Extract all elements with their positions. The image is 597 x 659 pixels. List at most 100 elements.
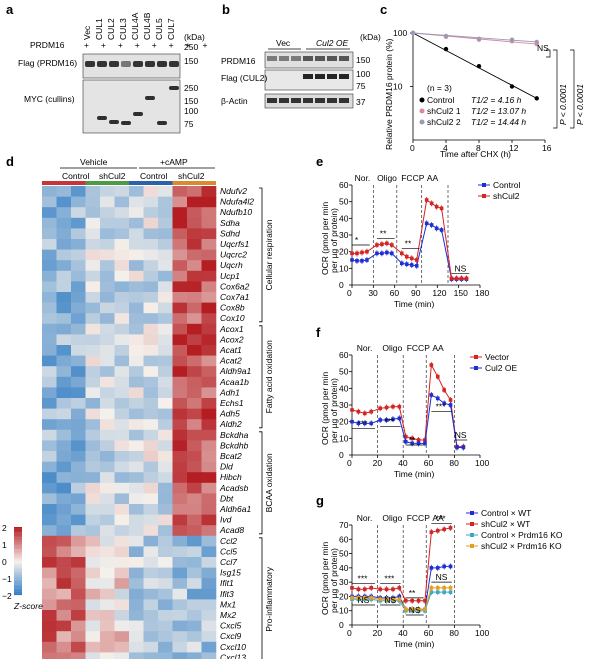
heatmap-cell — [158, 588, 173, 600]
heatmap-cell — [158, 270, 173, 282]
heatmap-cell — [129, 398, 144, 409]
heatmap-cell — [114, 376, 130, 388]
heatmap-cell — [158, 334, 173, 346]
heatmap-cell — [187, 557, 202, 568]
heatmap-cell — [143, 610, 159, 621]
panel-label-g: g — [316, 493, 324, 508]
gene-label: Ccl2 — [220, 536, 237, 546]
heatmap-cell — [143, 281, 159, 293]
heatmap-cell — [172, 461, 188, 473]
data-point — [410, 607, 414, 612]
heatmap-cell — [187, 270, 202, 282]
heatmap-cell — [158, 292, 173, 303]
heatmap-cell — [42, 302, 57, 314]
heatmap-cell — [114, 281, 130, 293]
heatmap-cell — [158, 482, 173, 494]
panel-a-lane-label: CUL4B — [142, 12, 152, 40]
heatmap-cell — [85, 567, 101, 579]
heatmap-cell — [71, 557, 86, 568]
panel-b-marker: 100 — [356, 69, 370, 79]
heatmap-cell — [158, 313, 173, 325]
heatmap-cell — [129, 249, 144, 261]
heatmap-cell — [158, 355, 173, 367]
heatmap-cell — [71, 408, 86, 420]
significance-label: ** — [409, 435, 416, 445]
heatmap-cell — [56, 525, 72, 537]
heatmap-cell — [85, 398, 101, 409]
heatmap-cell — [85, 525, 101, 537]
scale-tick: 0 — [2, 557, 7, 567]
heatmap-cell — [56, 186, 72, 197]
heatmap-cell — [100, 387, 115, 399]
scale-tick: −2 — [2, 591, 12, 601]
panel-c-p1: P < 0.0001 — [558, 84, 568, 125]
significance-label: *** — [436, 402, 447, 412]
significance-label: *** — [384, 417, 395, 427]
heatmap-cell — [143, 567, 159, 579]
gene-label: Acadsb — [219, 483, 249, 493]
heatmap-cell — [158, 610, 173, 621]
heatmap-cell — [85, 641, 101, 653]
scale-cell — [14, 542, 22, 545]
scale-cell — [14, 593, 22, 596]
heatmap-cell — [143, 620, 159, 632]
heatmap-cell — [201, 482, 217, 494]
tick-label: 30 — [368, 288, 378, 298]
heatmap-cell — [56, 217, 72, 229]
x-axis-label: Time (min) — [394, 639, 434, 649]
legend-marker — [419, 119, 425, 125]
heatmap-cell — [187, 535, 202, 547]
tick-label: 20 — [373, 628, 383, 638]
panel-label-e: e — [316, 154, 323, 169]
data-point — [378, 418, 382, 422]
panel-a-lane-label: CUL2 — [106, 18, 116, 40]
heatmap-cell — [201, 610, 217, 621]
gene-label: Cxcl13 — [220, 652, 246, 659]
data-point — [356, 596, 361, 600]
heatmap-cell — [56, 620, 72, 632]
panel-b-blot-flag — [264, 69, 354, 91]
heatmap-cell — [129, 260, 144, 272]
heatmap-cell — [56, 239, 72, 250]
scale-tick: 1 — [2, 540, 7, 550]
tick-label: 150 — [454, 288, 468, 298]
heatmap-cell — [56, 196, 72, 208]
heatmap-cell — [201, 313, 217, 325]
heatmap-cell — [143, 440, 159, 452]
band — [145, 96, 155, 100]
heatmap-cell — [56, 472, 72, 484]
heatmap-cell — [56, 323, 72, 335]
heatmap-cell — [187, 292, 202, 303]
heatmap-cell — [71, 493, 86, 505]
data-point — [443, 46, 449, 52]
heatmap-cell — [114, 652, 130, 659]
heatmap-cell — [85, 472, 101, 484]
heatmap-cell — [129, 641, 144, 653]
heatmap-cell — [42, 610, 57, 621]
annotation-cell — [201, 181, 216, 185]
panel-a-marker: 250 — [184, 42, 198, 52]
heatmap-cell — [56, 302, 72, 314]
heatmap-cell — [172, 652, 188, 659]
heatmap-cell — [172, 281, 188, 293]
panel-a-lane-labels: Vec CUL1 CUL2 CUL3 CUL4A CUL4B CUL5 CUL7 — [82, 12, 176, 40]
heatmap-cell — [114, 249, 130, 261]
heatmap-cell — [143, 207, 159, 219]
heatmap-cell — [85, 323, 101, 335]
data-point — [509, 37, 515, 42]
heatmap-cell — [172, 493, 188, 505]
heatmap-cell — [71, 641, 86, 653]
heatmap-cell — [114, 440, 130, 452]
heatmap-cell — [56, 334, 72, 346]
legend-marker — [474, 366, 478, 370]
data-point — [380, 251, 384, 256]
legend-thalf: T1/2 = 13.07 h — [471, 106, 526, 116]
data-point — [356, 587, 361, 592]
heatmap-cell — [187, 281, 202, 293]
phase-label: Nor. — [357, 343, 373, 353]
scale-cell — [14, 576, 22, 579]
heatmap-cell — [71, 196, 86, 208]
heatmap-cell — [85, 217, 101, 229]
heatmap-cell — [143, 334, 159, 346]
heatmap-cell — [100, 546, 115, 558]
